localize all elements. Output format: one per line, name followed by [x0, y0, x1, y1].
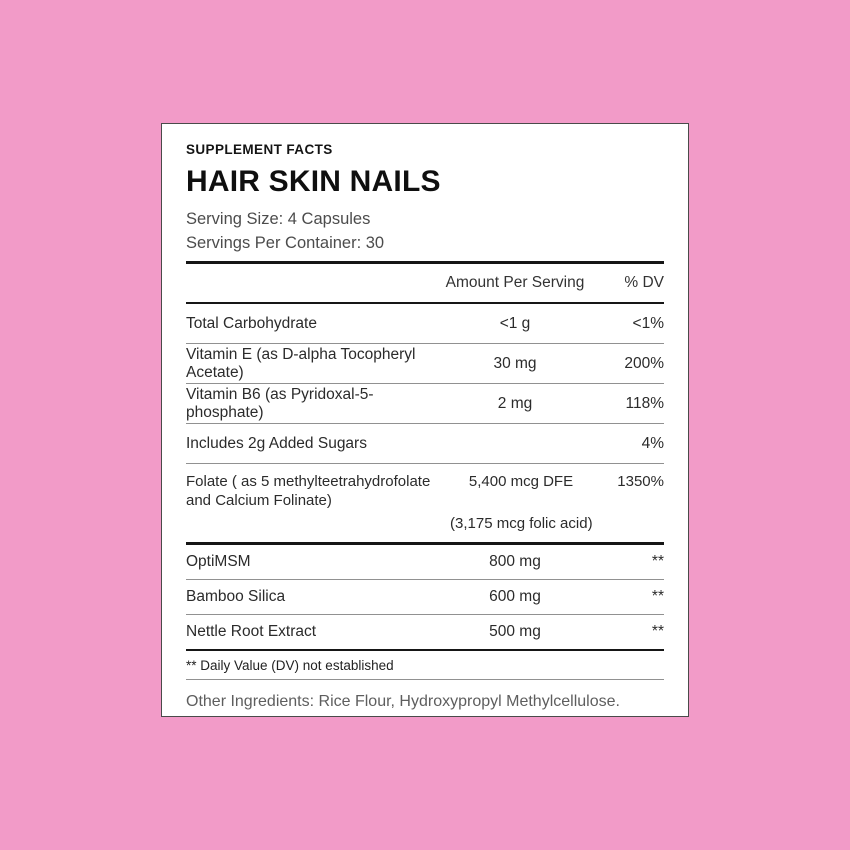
divider-thin — [186, 463, 664, 464]
table-row-optimsm: OptiMSM 800 mg ** — [186, 545, 664, 579]
table-header-row: Amount Per Serving % DV — [186, 264, 664, 302]
row-name: Nettle Root Extract — [186, 622, 317, 640]
divider-thin — [186, 383, 664, 384]
daily-value-footnote: ** Daily Value (DV) not established — [186, 657, 394, 673]
divider-thick — [186, 648, 664, 651]
row-amount: 500 mg — [489, 622, 541, 640]
divider-thin — [186, 423, 664, 424]
table-row-folate: Folate ( as 5 methylteetrahydrofolate an… — [186, 464, 664, 510]
column-header-dv: % DV — [624, 273, 664, 291]
row-dv: ** — [651, 552, 664, 570]
row-dv: 4% — [641, 434, 664, 452]
row-dv: 1350% — [617, 473, 664, 490]
supplement-facts-panel: SUPPLEMENT FACTS HAIR SKIN NAILS Serving… — [161, 123, 689, 717]
row-name: Vitamin E (as D-alpha Tocopheryl Acetate… — [186, 345, 416, 381]
divider-thin — [186, 679, 664, 680]
table-row-folate-sub: (3,175 mcg folic acid) — [186, 510, 664, 542]
servings-per-container: Servings Per Container: 30 — [186, 233, 385, 252]
row-name: OptiMSM — [186, 552, 251, 570]
row-dv: <1% — [632, 314, 664, 332]
divider-thin — [186, 578, 664, 580]
column-header-amount: Amount Per Serving — [445, 273, 585, 291]
table-row-nettle-root: Nettle Root Extract 500 mg ** — [186, 615, 664, 649]
table-row-total-carbohydrate: Total Carbohydrate <1 g <1% — [186, 304, 664, 343]
row-name: Vitamin B6 (as Pyridoxal-5-phosphate) — [186, 385, 374, 421]
table-row-vitamin-b6: Vitamin B6 (as Pyridoxal-5-phosphate) 2 … — [186, 384, 664, 423]
row-amount: 5,400 mcg DFE — [468, 473, 574, 490]
table-row-added-sugars: Includes 2g Added Sugars 4% — [186, 424, 664, 463]
row-amount: 2 mg — [497, 394, 533, 412]
product-title: HAIR SKIN NAILS — [186, 165, 441, 198]
row-amount: 30 mg — [493, 354, 537, 372]
row-name: Bamboo Silica — [186, 587, 286, 605]
other-ingredients: Other Ingredients: Rice Flour, Hydroxypr… — [186, 693, 620, 710]
row-amount: <1 g — [499, 314, 531, 332]
divider-thin — [186, 613, 664, 615]
table-row-bamboo-silica: Bamboo Silica 600 mg ** — [186, 580, 664, 614]
serving-size: Serving Size: 4 Capsules — [186, 210, 371, 228]
row-dv: ** — [651, 622, 664, 640]
row-name: Includes 2g Added Sugars — [186, 434, 367, 452]
supplement-facts-heading: SUPPLEMENT FACTS — [186, 142, 333, 157]
divider-thick — [186, 261, 664, 264]
row-dv: 118% — [625, 394, 665, 412]
row-name: Folate ( as 5 methylteetrahydrofolate an… — [186, 473, 431, 509]
row-amount: 600 mg — [489, 587, 541, 605]
divider-thick — [186, 301, 664, 304]
row-dv: 200% — [624, 354, 664, 372]
table-row-vitamin-e: Vitamin E (as D-alpha Tocopheryl Acetate… — [186, 344, 664, 383]
row-dv: ** — [651, 587, 664, 605]
divider-thick — [186, 542, 664, 545]
row-amount: 800 mg — [489, 552, 541, 570]
divider-thin — [186, 343, 664, 344]
row-sub-amount: (3,175 mcg folic acid) — [450, 514, 593, 532]
row-name: Total Carbohydrate — [186, 314, 317, 332]
